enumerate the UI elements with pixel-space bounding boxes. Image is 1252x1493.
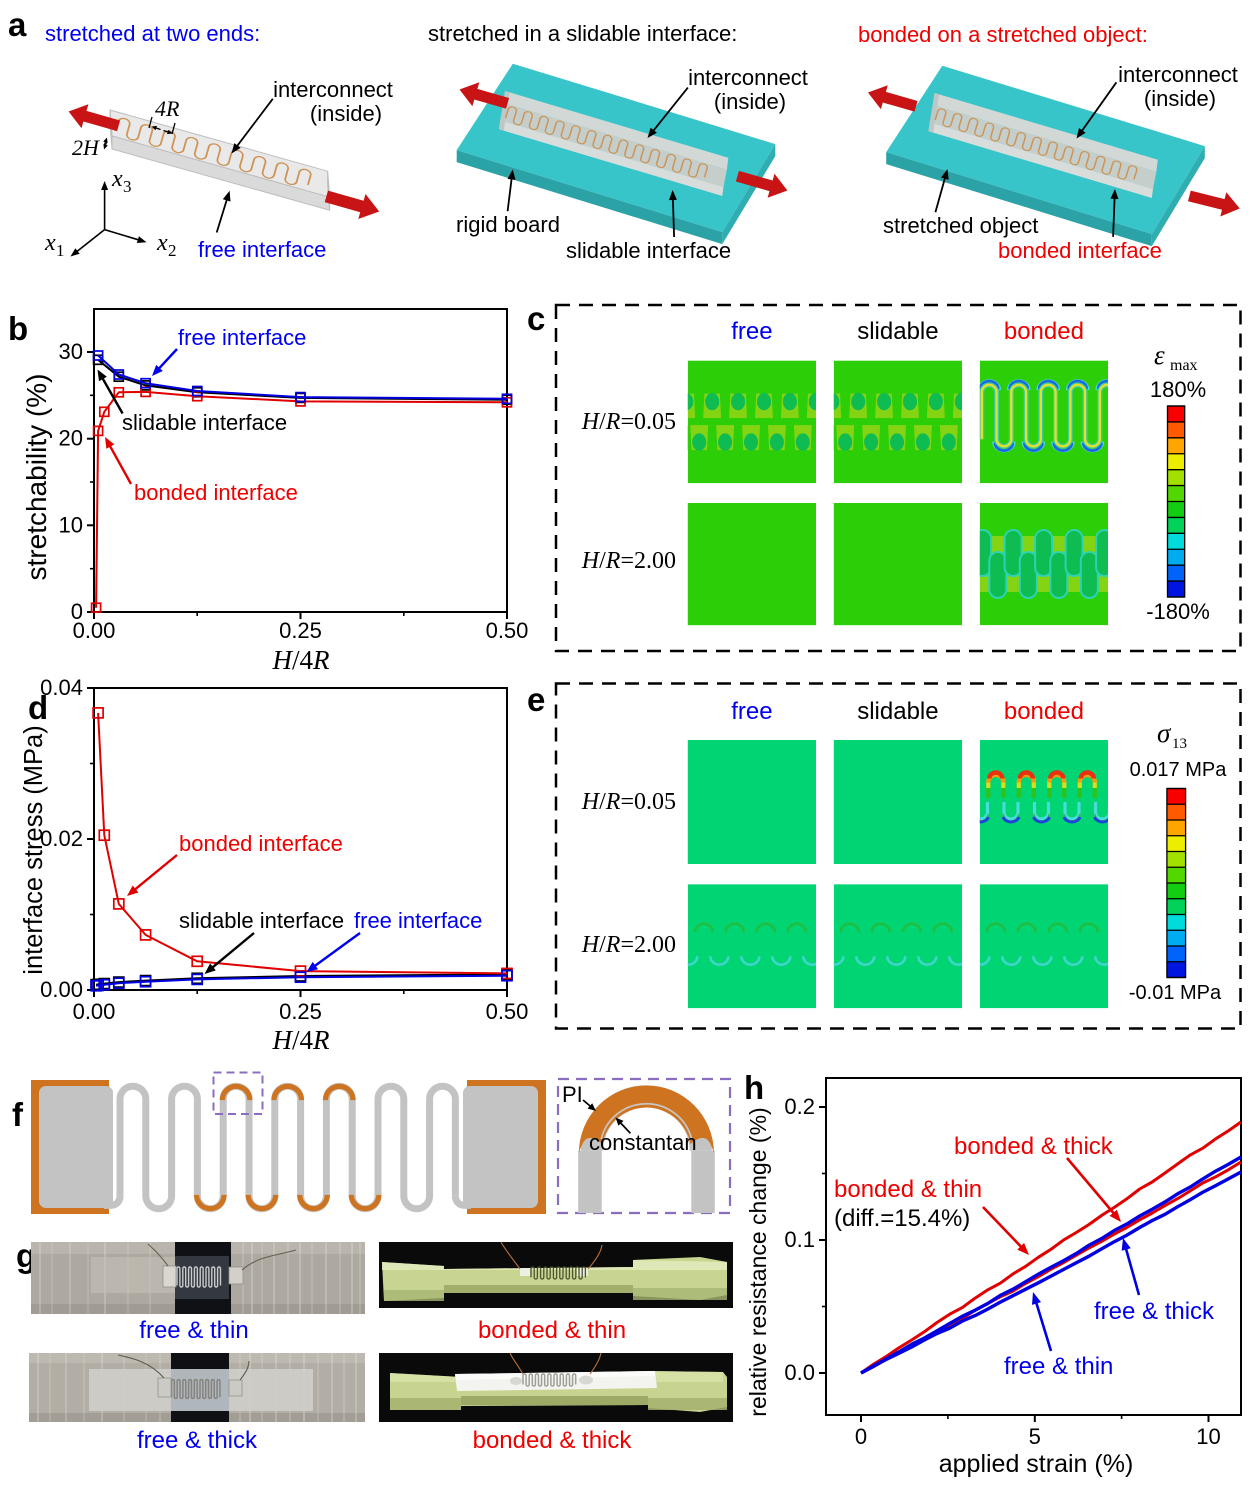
svg-text:bonded on a stretched object:: bonded on a stretched object: xyxy=(858,22,1148,47)
svg-text:H/R=0.05: H/R=0.05 xyxy=(581,789,676,815)
svg-text:ε: ε xyxy=(1154,340,1165,370)
svg-text:interconnect: interconnect xyxy=(273,77,393,102)
svg-text:stretchability (%): stretchability (%) xyxy=(21,374,52,581)
svg-text:free interface: free interface xyxy=(354,908,482,933)
svg-text:relative resistance change (%): relative resistance change (%) xyxy=(745,1107,771,1416)
svg-text:x: x xyxy=(156,230,168,256)
svg-text:free: free xyxy=(731,698,772,725)
svg-text:0.00: 0.00 xyxy=(40,977,83,1002)
svg-text:0.04: 0.04 xyxy=(40,675,83,700)
svg-text:slidable interface: slidable interface xyxy=(122,410,287,435)
svg-text:3: 3 xyxy=(123,177,132,196)
svg-text:constantan: constantan xyxy=(589,1130,697,1155)
svg-text:free & thin: free & thin xyxy=(139,1317,248,1344)
svg-text:0.25: 0.25 xyxy=(279,618,322,643)
svg-text:bonded & thin: bonded & thin xyxy=(834,1176,982,1203)
svg-text:1: 1 xyxy=(56,241,65,260)
svg-text:PI: PI xyxy=(562,1082,583,1107)
svg-text:x: x xyxy=(111,166,123,192)
svg-text:bonded: bonded xyxy=(1004,318,1084,345)
svg-text:stretched in a slidable interf: stretched in a slidable interface: xyxy=(428,21,737,46)
svg-text:-180%: -180% xyxy=(1146,599,1210,624)
svg-text:0.50: 0.50 xyxy=(486,999,529,1024)
svg-text:d: d xyxy=(28,689,48,726)
svg-text:4R: 4R xyxy=(155,96,180,121)
svg-text:free & thick: free & thick xyxy=(1094,1298,1215,1325)
svg-text:σ: σ xyxy=(1157,718,1172,748)
svg-text:slidable interface: slidable interface xyxy=(179,908,344,933)
svg-text:H/R=2.00: H/R=2.00 xyxy=(581,548,676,574)
svg-text:0.02: 0.02 xyxy=(40,826,83,851)
svg-text:H/4R: H/4R xyxy=(271,645,330,675)
svg-text:max: max xyxy=(1170,357,1198,374)
svg-text:interface stress (MPa): interface stress (MPa) xyxy=(20,725,48,974)
svg-text:0.2: 0.2 xyxy=(784,1094,815,1119)
svg-text:interconnect: interconnect xyxy=(688,65,808,90)
svg-text:bonded & thick: bonded & thick xyxy=(473,1427,633,1454)
svg-text:x: x xyxy=(44,230,56,256)
svg-text:H/4R: H/4R xyxy=(271,1025,330,1055)
svg-text:slidable interface: slidable interface xyxy=(566,238,731,263)
svg-text:0: 0 xyxy=(71,599,83,624)
svg-text:5: 5 xyxy=(1029,1424,1041,1449)
svg-text:slidable: slidable xyxy=(857,698,938,725)
svg-text:0.017 MPa: 0.017 MPa xyxy=(1130,759,1228,781)
svg-text:(inside): (inside) xyxy=(310,101,382,126)
svg-text:slidable: slidable xyxy=(857,318,938,345)
svg-text:interconnect: interconnect xyxy=(1118,62,1238,87)
svg-text:(diff.=15.4%): (diff.=15.4%) xyxy=(834,1205,970,1232)
svg-text:0.00: 0.00 xyxy=(73,618,116,643)
svg-text:e: e xyxy=(527,681,545,718)
svg-text:bonded & thin: bonded & thin xyxy=(478,1317,626,1344)
svg-text:0.1: 0.1 xyxy=(784,1227,815,1252)
svg-text:applied strain (%): applied strain (%) xyxy=(939,1450,1134,1478)
svg-text:stretched at two ends:: stretched at two ends: xyxy=(45,21,260,46)
svg-text:bonded: bonded xyxy=(1004,698,1084,725)
svg-text:a: a xyxy=(8,6,27,43)
svg-text:0: 0 xyxy=(855,1424,867,1449)
svg-text:2H: 2H xyxy=(72,135,100,160)
svg-text:30: 30 xyxy=(59,339,83,364)
svg-text:180%: 180% xyxy=(1150,377,1206,402)
svg-text:bonded interface: bonded interface xyxy=(998,238,1162,263)
svg-text:0.25: 0.25 xyxy=(279,999,322,1024)
svg-text:free & thick: free & thick xyxy=(137,1427,258,1454)
svg-text:-0.01 MPa: -0.01 MPa xyxy=(1129,982,1222,1004)
svg-text:bonded interface: bonded interface xyxy=(134,480,298,505)
svg-text:H/R=0.05: H/R=0.05 xyxy=(581,409,676,435)
svg-text:13: 13 xyxy=(1172,736,1187,752)
svg-text:free & thin: free & thin xyxy=(1004,1353,1113,1380)
svg-text:(inside): (inside) xyxy=(1144,86,1216,111)
svg-text:0.0: 0.0 xyxy=(784,1360,815,1385)
svg-text:bonded & thick: bonded & thick xyxy=(954,1133,1114,1160)
svg-text:stretched object: stretched object xyxy=(883,213,1038,238)
svg-text:rigid board: rigid board xyxy=(456,212,560,237)
svg-text:2: 2 xyxy=(168,241,177,260)
svg-text:H/R=2.00: H/R=2.00 xyxy=(581,932,676,958)
svg-text:10: 10 xyxy=(1196,1424,1220,1449)
svg-text:c: c xyxy=(527,300,545,337)
svg-text:h: h xyxy=(744,1069,764,1106)
svg-text:free interface: free interface xyxy=(198,237,326,262)
svg-text:20: 20 xyxy=(59,426,83,451)
svg-text:0.50: 0.50 xyxy=(486,618,529,643)
svg-text:f: f xyxy=(12,1096,24,1133)
svg-text:0.00: 0.00 xyxy=(73,999,116,1024)
svg-text:10: 10 xyxy=(59,512,83,537)
svg-text:bonded interface: bonded interface xyxy=(179,831,343,856)
svg-text:(inside): (inside) xyxy=(714,89,786,114)
svg-text:free interface: free interface xyxy=(178,325,306,350)
svg-text:b: b xyxy=(8,310,28,347)
svg-text:free: free xyxy=(731,318,772,345)
